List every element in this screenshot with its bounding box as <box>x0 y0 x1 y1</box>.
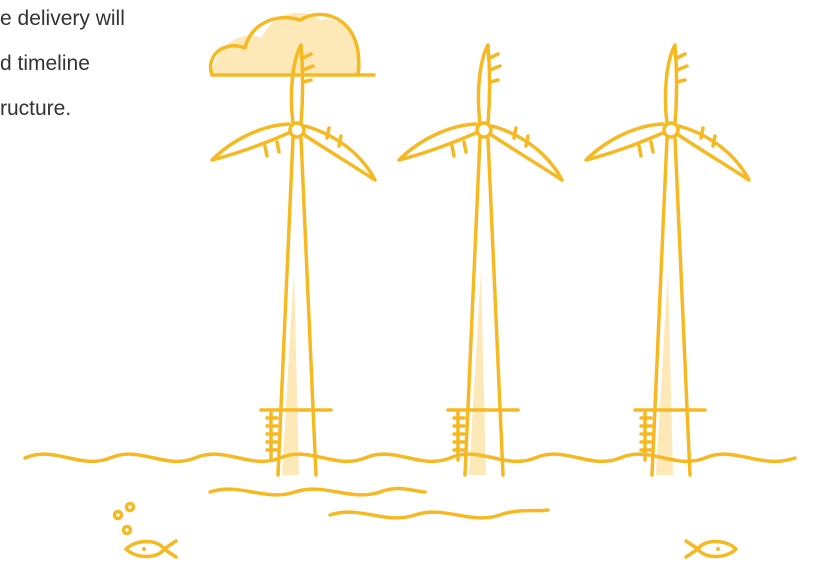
wind-turbine <box>586 45 749 475</box>
wave <box>330 510 548 518</box>
wind-turbine <box>399 45 562 475</box>
bubble <box>124 527 131 534</box>
wind-turbine <box>212 45 375 475</box>
page: {"paragraph": {"lines": ["e delivery wil… <box>0 0 814 563</box>
bubble <box>127 504 134 511</box>
wind-farm-illustration <box>0 0 814 563</box>
cloud-fill <box>212 13 361 75</box>
wave <box>25 454 795 461</box>
wave <box>210 488 425 494</box>
page-body: e delivery will d timeline ructure. <box>0 0 814 563</box>
bubble <box>115 512 122 519</box>
fish <box>686 541 736 557</box>
fish <box>126 541 176 557</box>
